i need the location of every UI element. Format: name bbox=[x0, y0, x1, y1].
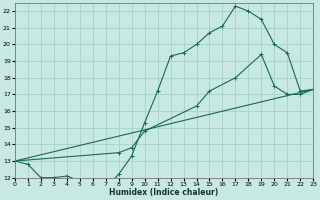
X-axis label: Humidex (Indice chaleur): Humidex (Indice chaleur) bbox=[109, 188, 219, 197]
